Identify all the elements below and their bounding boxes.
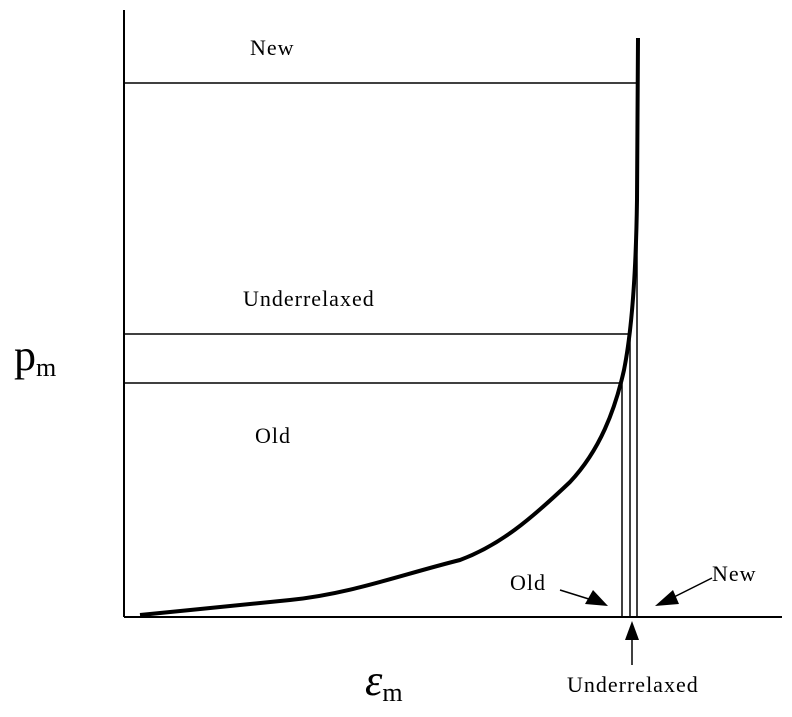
marker-label: New xyxy=(712,561,757,586)
arrow-head xyxy=(585,590,608,606)
level-label: Old xyxy=(255,423,291,448)
level-label: New xyxy=(250,35,295,60)
arrow-head xyxy=(655,590,679,606)
arrow-shaft xyxy=(559,589,593,601)
arrow-head xyxy=(625,621,639,640)
y-axis-label: pm xyxy=(14,331,56,382)
marker-label: Underrelaxed xyxy=(567,672,699,697)
symbol: ε xyxy=(365,656,383,705)
subscript: m xyxy=(36,353,56,382)
arrow-shaft xyxy=(671,577,713,599)
curve xyxy=(139,37,640,617)
symbol: p xyxy=(14,331,36,380)
subscript: m xyxy=(382,678,402,707)
marker-label: Old xyxy=(510,570,546,595)
level-label: Underrelaxed xyxy=(243,286,375,311)
x-axis-label: εm xyxy=(365,656,403,707)
